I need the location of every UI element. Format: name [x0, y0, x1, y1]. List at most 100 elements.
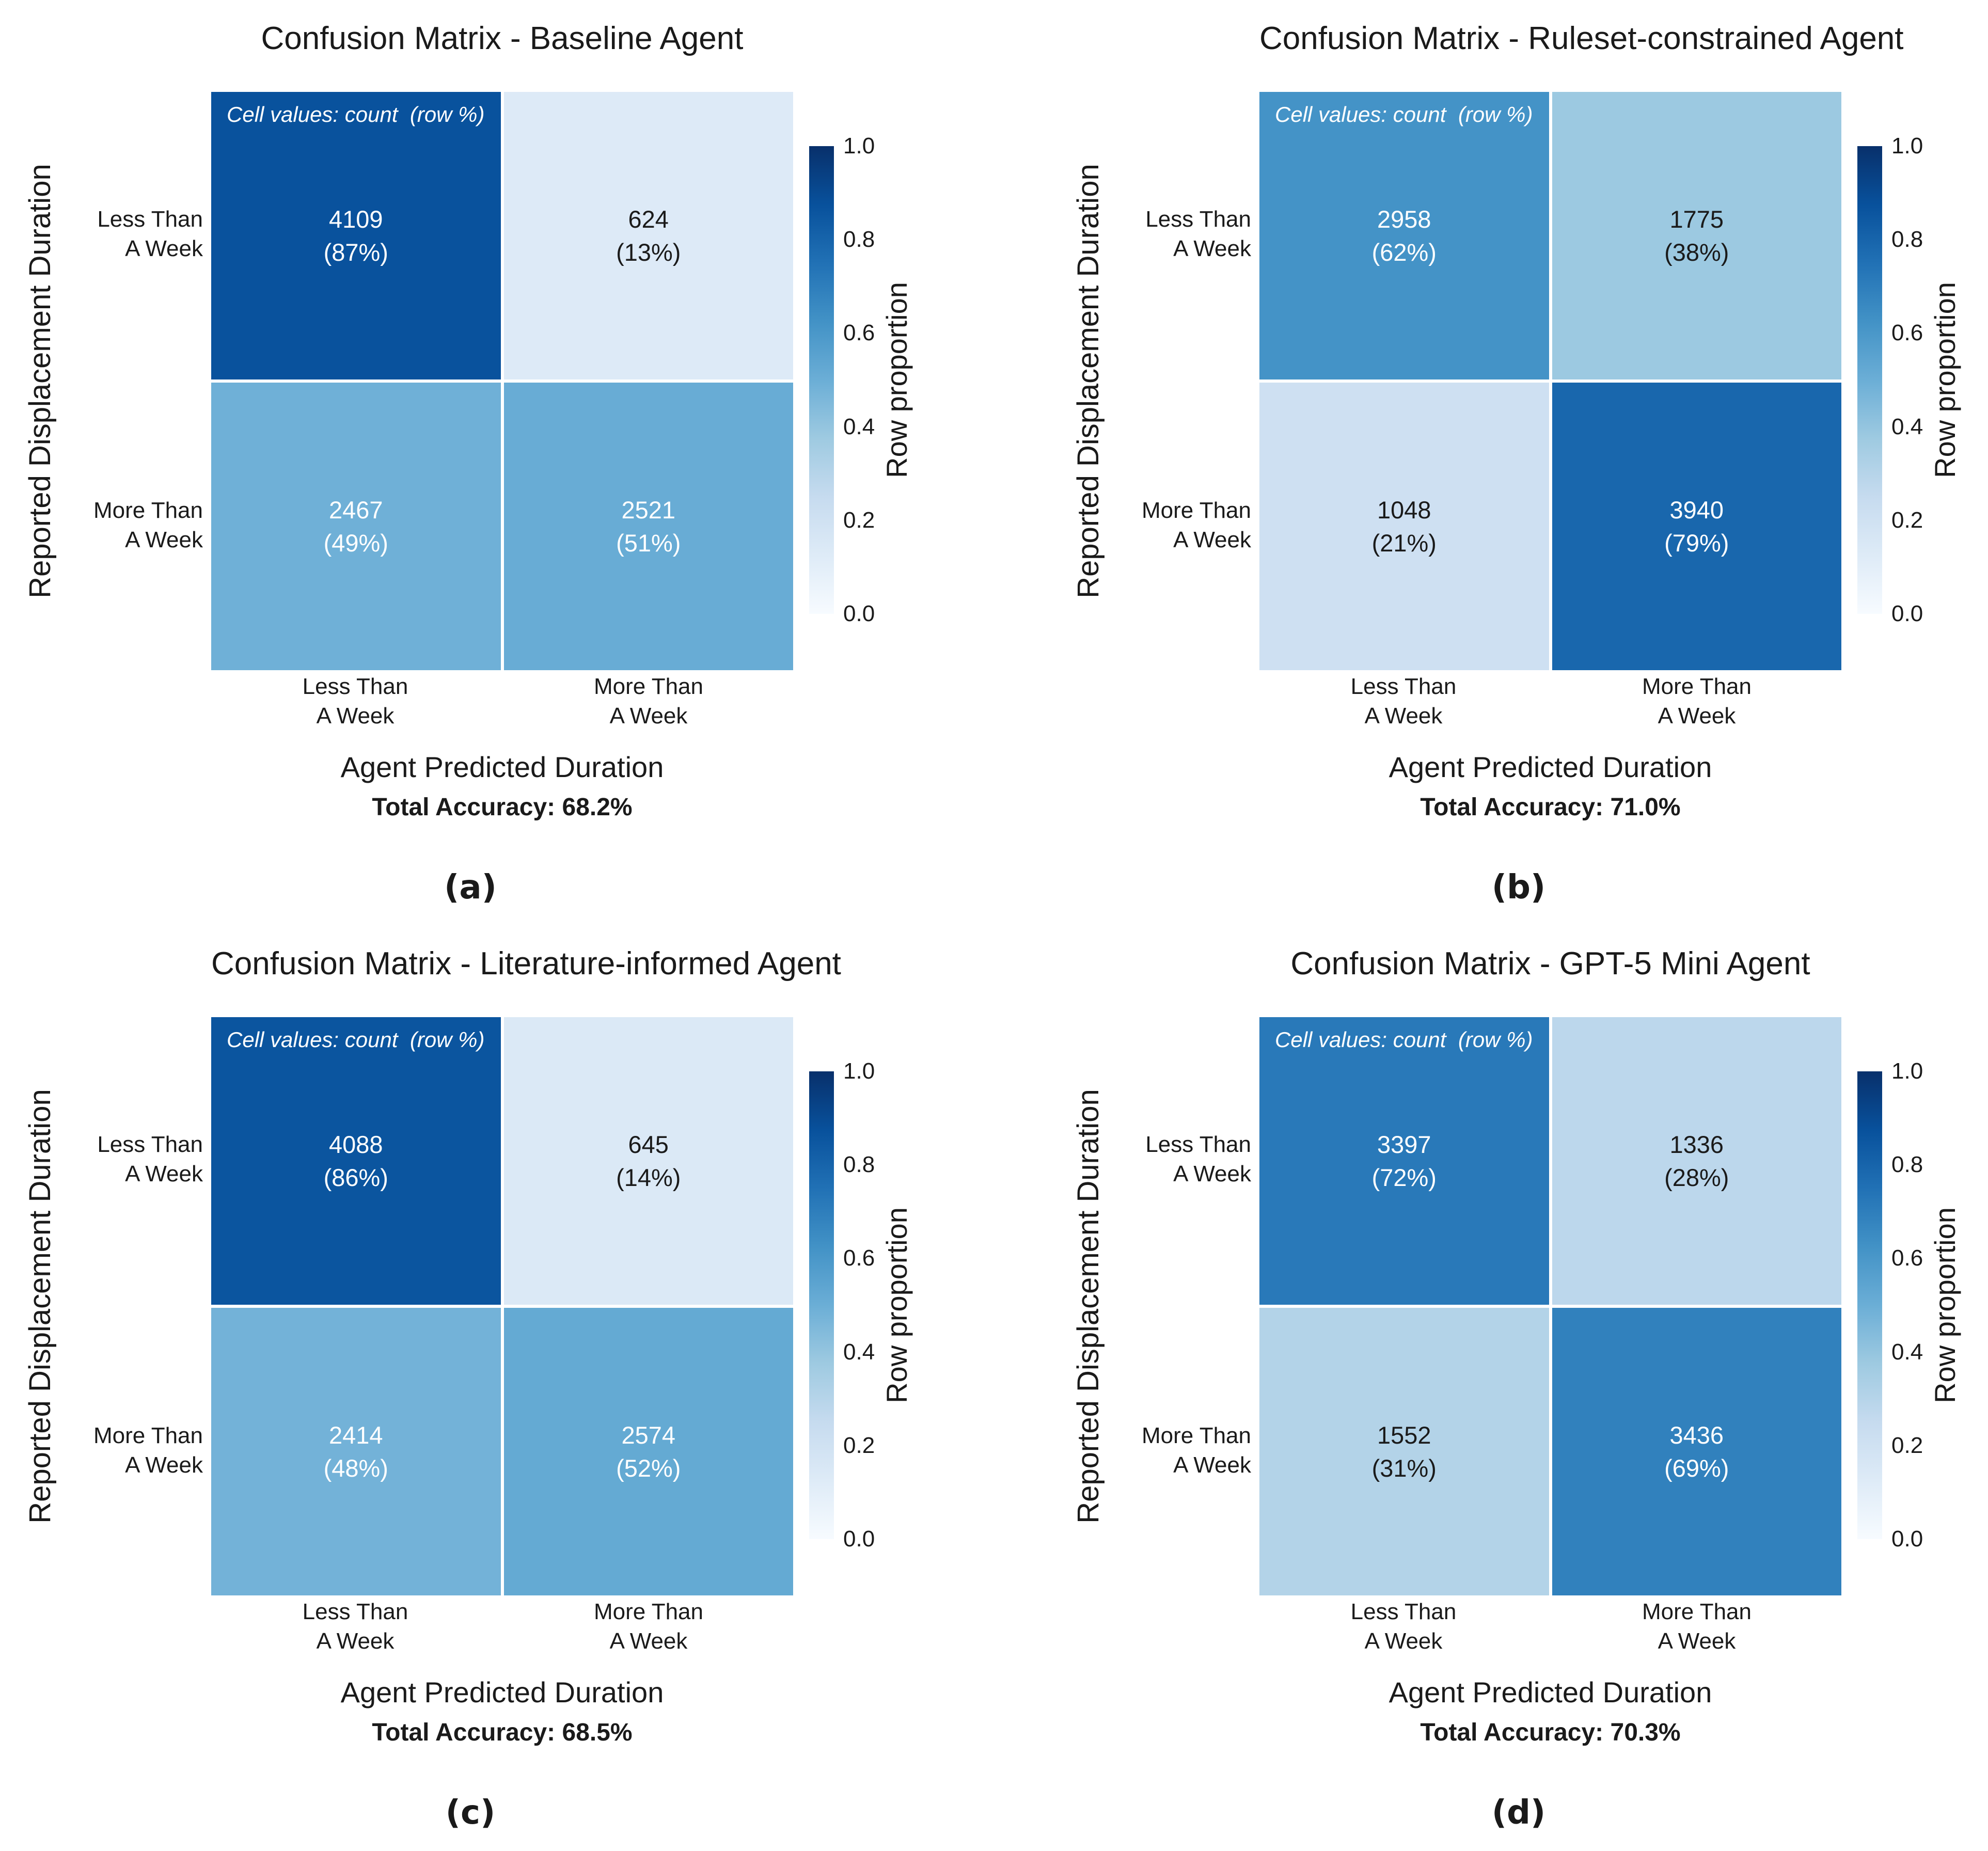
y-tick-label: Less Than A Week [48, 1130, 203, 1189]
colorbar-tick-label: 0.2 [1891, 1433, 1923, 1458]
y-axis-label: Reported Displacement Duration [23, 1089, 57, 1524]
cell-row-pct: (52%) [616, 1454, 681, 1482]
y-tick-line: A Week [125, 1452, 203, 1478]
colorbar-tick-label: 1.0 [1891, 1058, 1923, 1084]
cell-row-pct: (49%) [323, 529, 388, 557]
colorbar-tick-label: 0.2 [1891, 508, 1923, 533]
colorbar-tick-label: 0.4 [843, 414, 875, 439]
colorbar-tick-label: 0.4 [843, 1339, 875, 1365]
cell-values-annotation: Cell values: count (row %) [227, 102, 485, 126]
chart-title: Confusion Matrix - Literature-informed A… [211, 946, 841, 982]
chart-title: Confusion Matrix - Ruleset-constrained A… [1259, 21, 1904, 56]
colorbar-label: Row proportion [880, 282, 913, 478]
cell-row-pct: (69%) [1664, 1454, 1729, 1482]
x-tick-line: Less Than [1350, 1599, 1457, 1624]
x-tick-line: A Week [316, 703, 395, 729]
y-axis-label: Reported Displacement Duration [1071, 1089, 1105, 1524]
x-tick-label: More Than A Week [519, 1597, 778, 1656]
colorbar-tick-label: 0.6 [843, 1245, 875, 1271]
cell-row-pct: (62%) [1371, 238, 1437, 266]
y-tick-line: More Than [93, 1423, 203, 1448]
colorbar-tick-label: 0.0 [1891, 601, 1923, 626]
y-tick-label: More Than A Week [1096, 496, 1251, 555]
x-tick-label: Less Than A Week [226, 1597, 484, 1656]
colorbar-tick-label: 1.0 [843, 1058, 875, 1084]
cell-count: 645 [628, 1130, 669, 1158]
total-accuracy-label: Total Accuracy: 71.0% [1420, 794, 1681, 821]
matrix-cell: 2958 (62%) [1259, 92, 1549, 379]
cell-values-annotation: Cell values: count (row %) [1275, 1027, 1533, 1052]
y-tick-label: Less Than A Week [48, 204, 203, 263]
y-axis-label: Reported Displacement Duration [1071, 164, 1105, 598]
matrix-cell: 1336 (28%) [1552, 1017, 1841, 1305]
matrix-cell: 2467 (49%) [211, 383, 501, 670]
cell-values-annotation: Cell values: count (row %) [1275, 102, 1533, 126]
colorbar-tick-label: 0.6 [843, 320, 875, 345]
y-tick-line: More Than [93, 498, 203, 523]
x-tick-line: A Week [1364, 703, 1443, 729]
y-tick-line: A Week [1173, 527, 1251, 552]
cell-count: 1775 [1669, 205, 1724, 233]
confusion-matrix: 4109 (87%) 624 (13%) 2467 (49%) 2521 (51… [211, 92, 793, 670]
x-tick-line: A Week [316, 1628, 395, 1654]
cell-row-pct: (48%) [323, 1454, 388, 1482]
x-tick-label: More Than A Week [1568, 1597, 1826, 1656]
x-tick-line: A Week [609, 703, 688, 729]
y-tick-line: Less Than [97, 1132, 203, 1157]
cell-count: 1336 [1669, 1130, 1724, 1158]
colorbar-tick-label: 0.0 [843, 601, 875, 626]
cell-count: 1552 [1377, 1421, 1431, 1449]
colorbar-tick-label: 0.8 [843, 227, 875, 252]
x-tick-line: More Than [1642, 674, 1752, 699]
cell-count: 3940 [1669, 496, 1724, 524]
x-tick-line: A Week [1364, 1628, 1443, 1654]
cell-values-annotation: Cell values: count (row %) [227, 1027, 485, 1052]
cell-row-pct: (72%) [1371, 1163, 1437, 1191]
cell-row-pct: (86%) [323, 1163, 388, 1191]
y-tick-line: Less Than [1145, 207, 1251, 232]
colorbar-tick-label: 0.8 [843, 1152, 875, 1177]
colorbar-tick-label: 0.0 [843, 1526, 875, 1552]
y-tick-line: A Week [125, 236, 203, 261]
panel-c: Confusion Matrix - Literature-informed A… [0, 925, 994, 1851]
panel-letter: (b) [1491, 868, 1546, 907]
y-tick-line: A Week [1173, 1161, 1251, 1186]
cell-row-pct: (21%) [1371, 529, 1437, 557]
colorbar-tick-label: 1.0 [1891, 133, 1923, 159]
colorbar-tick-label: 0.4 [1891, 1339, 1923, 1365]
y-tick-line: A Week [125, 1161, 203, 1186]
cell-row-pct: (31%) [1371, 1454, 1437, 1482]
cell-row-pct: (28%) [1664, 1163, 1729, 1191]
colorbar-tick-label: 0.6 [1891, 1245, 1923, 1271]
colorbar-tick-label: 0.6 [1891, 320, 1923, 345]
colorbar-gradient [1857, 1071, 1882, 1539]
x-tick-line: A Week [1658, 1628, 1736, 1654]
matrix-cell: 4109 (87%) [211, 92, 501, 379]
confusion-matrix: 2958 (62%) 1775 (38%) 1048 (21%) 3940 (7… [1259, 92, 1841, 670]
confusion-matrix: 3397 (72%) 1336 (28%) 1552 (31%) 3436 (6… [1259, 1017, 1841, 1595]
cell-count: 2467 [328, 496, 383, 524]
x-tick-label: Less Than A Week [226, 672, 484, 731]
matrix-cell: 4088 (86%) [211, 1017, 501, 1305]
panel-d: Confusion Matrix - GPT-5 Mini Agent Repo… [994, 925, 1988, 1851]
colorbar-gradient [809, 1071, 834, 1539]
cell-count: 4088 [328, 1130, 383, 1158]
cell-row-pct: (14%) [616, 1163, 681, 1191]
colorbar-tick-label: 1.0 [843, 133, 875, 159]
y-axis-label: Reported Displacement Duration [23, 164, 57, 598]
cell-count: 2574 [621, 1421, 676, 1449]
colorbar-tick-label: 0.8 [1891, 1152, 1923, 1177]
cell-count: 3397 [1377, 1130, 1431, 1158]
colorbar-tick-label: 0.2 [843, 508, 875, 533]
x-tick-line: A Week [609, 1628, 688, 1654]
cell-count: 4109 [328, 205, 383, 233]
colorbar-tick-label: 0.2 [843, 1433, 875, 1458]
y-tick-label: More Than A Week [1096, 1421, 1251, 1480]
x-axis-label: Agent Predicted Duration [340, 751, 664, 783]
cell-row-pct: (51%) [616, 529, 681, 557]
matrix-cell: 1552 (31%) [1259, 1308, 1549, 1595]
x-axis-label: Agent Predicted Duration [1389, 1676, 1712, 1708]
x-tick-label: Less Than A Week [1274, 672, 1533, 731]
y-tick-line: More Than [1142, 1423, 1251, 1448]
cell-count: 2521 [621, 496, 676, 524]
